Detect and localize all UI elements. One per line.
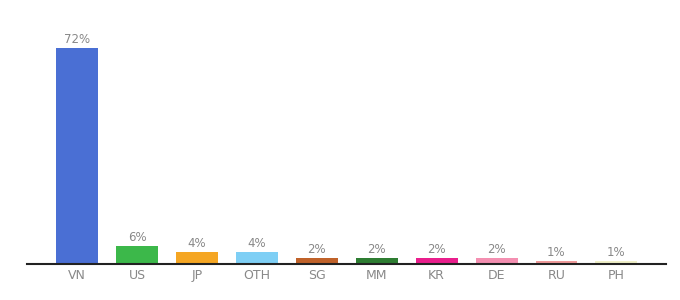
Text: 2%: 2% bbox=[367, 243, 386, 256]
Text: 6%: 6% bbox=[128, 231, 146, 244]
Text: 1%: 1% bbox=[547, 246, 566, 259]
Text: 2%: 2% bbox=[427, 243, 446, 256]
Text: 4%: 4% bbox=[188, 237, 206, 250]
Text: 72%: 72% bbox=[64, 33, 90, 46]
Bar bbox=[296, 258, 338, 264]
Bar bbox=[415, 258, 458, 264]
Bar bbox=[596, 261, 637, 264]
Bar bbox=[536, 261, 577, 264]
Text: 2%: 2% bbox=[488, 243, 506, 256]
Bar bbox=[236, 252, 278, 264]
Bar bbox=[356, 258, 398, 264]
Bar bbox=[56, 48, 98, 264]
Bar bbox=[176, 252, 218, 264]
Text: 2%: 2% bbox=[307, 243, 326, 256]
Bar bbox=[116, 246, 158, 264]
Text: 4%: 4% bbox=[248, 237, 267, 250]
Text: 1%: 1% bbox=[607, 246, 626, 259]
Bar bbox=[475, 258, 517, 264]
